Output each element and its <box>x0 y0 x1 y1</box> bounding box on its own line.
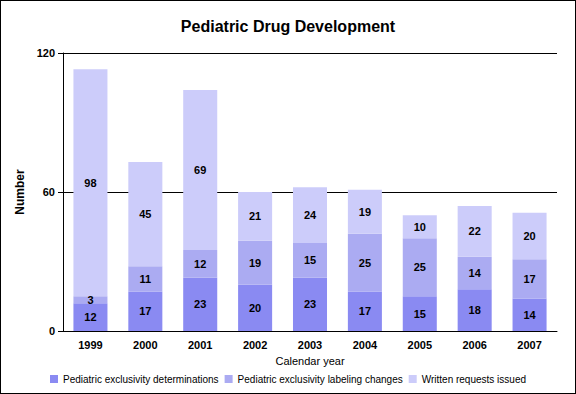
svg-text:17: 17 <box>523 273 535 285</box>
svg-text:98: 98 <box>84 177 96 189</box>
svg-text:2002: 2002 <box>243 339 267 351</box>
svg-text:120: 120 <box>37 47 55 59</box>
svg-text:2003: 2003 <box>298 339 322 351</box>
svg-text:10: 10 <box>414 221 426 233</box>
svg-text:Calendar year: Calendar year <box>275 355 344 367</box>
svg-text:69: 69 <box>194 164 206 176</box>
svg-text:17: 17 <box>139 305 151 317</box>
svg-text:24: 24 <box>304 209 317 221</box>
svg-text:2006: 2006 <box>462 339 486 351</box>
svg-text:Pediatric exclusivity determin: Pediatric exclusivity determinations <box>63 374 219 385</box>
svg-text:14: 14 <box>523 309 536 321</box>
svg-text:2000: 2000 <box>133 339 157 351</box>
svg-text:18: 18 <box>469 304 481 316</box>
svg-text:15: 15 <box>304 254 316 266</box>
svg-text:20: 20 <box>249 302 261 314</box>
svg-text:1999: 1999 <box>78 339 102 351</box>
svg-text:15: 15 <box>414 308 426 320</box>
svg-text:11: 11 <box>140 273 152 285</box>
svg-text:12: 12 <box>194 258 206 270</box>
svg-text:22: 22 <box>469 225 481 237</box>
svg-text:2004: 2004 <box>353 339 378 351</box>
svg-text:Pediatric exclusivity labeling: Pediatric exclusivity labeling changes <box>238 374 403 385</box>
svg-text:23: 23 <box>304 298 316 310</box>
svg-text:2005: 2005 <box>408 339 432 351</box>
svg-text:3: 3 <box>87 294 93 306</box>
svg-text:12: 12 <box>84 311 96 323</box>
svg-text:19: 19 <box>249 257 261 269</box>
svg-text:0: 0 <box>49 325 55 337</box>
svg-text:2001: 2001 <box>188 339 212 351</box>
svg-text:23: 23 <box>194 298 206 310</box>
svg-text:21: 21 <box>249 210 261 222</box>
svg-text:Number: Number <box>13 169 27 215</box>
svg-text:Written requests issued: Written requests issued <box>422 374 526 385</box>
svg-text:20: 20 <box>523 230 535 242</box>
svg-text:25: 25 <box>359 257 371 269</box>
svg-text:45: 45 <box>139 208 151 220</box>
svg-text:19: 19 <box>359 206 371 218</box>
svg-text:2007: 2007 <box>517 339 541 351</box>
svg-text:17: 17 <box>359 305 371 317</box>
svg-text:60: 60 <box>43 186 55 198</box>
svg-text:Pediatric Drug Development: Pediatric Drug Development <box>181 18 396 35</box>
svg-text:14: 14 <box>469 267 482 279</box>
svg-text:25: 25 <box>414 261 426 273</box>
